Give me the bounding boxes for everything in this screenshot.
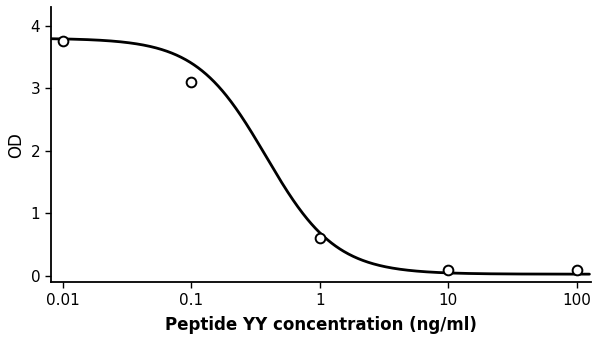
Y-axis label: OD: OD — [7, 132, 25, 158]
X-axis label: Peptide YY concentration (ng/ml): Peptide YY concentration (ng/ml) — [165, 316, 477, 334]
